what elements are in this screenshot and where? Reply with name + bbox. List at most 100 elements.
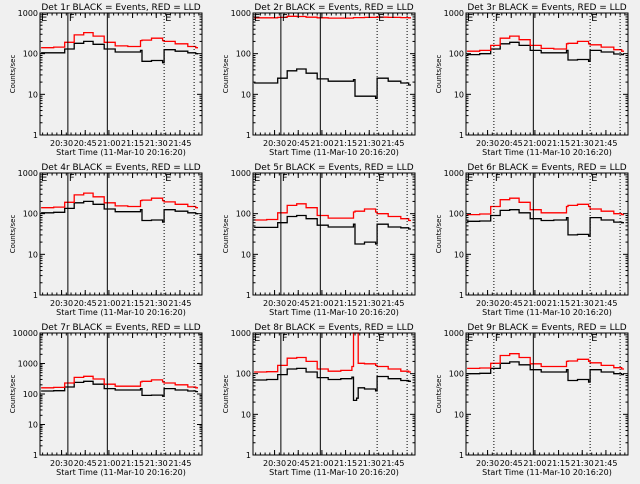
y-tick-label: 1	[459, 451, 464, 460]
y-axis-label: Counts/sec	[435, 375, 443, 414]
x-tick-label: 21:00	[310, 299, 333, 308]
x-axis-label: Start Time (11-Mar-10 20:16:20)	[269, 148, 399, 157]
series-line-lld	[467, 197, 624, 216]
y-axis-label: Counts/sec	[222, 215, 230, 254]
y-tick-label: 1000	[18, 9, 38, 18]
y-tick-label: 1	[33, 451, 38, 460]
marker-label: F	[495, 13, 501, 24]
chart-title: Det 4r BLACK = Events, RED = LLD	[41, 163, 200, 173]
y-tick-label: 1000	[444, 9, 464, 18]
chart-panel-3: Det 3r BLACK = Events, RED = LLD F E E 1 10 10…	[426, 0, 639, 160]
series-line-events	[254, 214, 411, 245]
x-tick-label: 20:45	[500, 459, 523, 468]
x-tick-label: 20:30	[263, 299, 286, 308]
chart-panel-5: Det 5r BLACK = Events, RED = LLD F E E 1 10 10…	[213, 160, 426, 320]
y-tick-label: 10	[241, 250, 251, 259]
x-tick-label: 21:45	[168, 139, 191, 148]
x-tick-label: 20:45	[500, 139, 523, 148]
series-line-events	[254, 68, 411, 99]
x-tick-label: 20:45	[74, 459, 97, 468]
chart-panel-4: Det 4r BLACK = Events, RED = LLD F E E 1 10 10…	[0, 160, 213, 320]
chart-title: Det 2r BLACK = Events, RED = LLD	[254, 3, 413, 13]
marker-label: E	[378, 173, 384, 184]
x-tick-label: 21:45	[168, 299, 191, 308]
marker-label: E	[378, 333, 384, 344]
y-tick-label: 100	[236, 370, 251, 379]
x-tick-label: 20:30	[476, 459, 499, 468]
x-tick-label: 20:45	[287, 459, 310, 468]
y-tick-label: 100	[236, 50, 251, 59]
x-tick-label: 21:45	[381, 459, 404, 468]
marker-label: E	[467, 333, 473, 344]
x-tick-label: 21:00	[97, 299, 120, 308]
x-tick-label: 21:30	[571, 139, 594, 148]
plot-frame	[465, 172, 629, 296]
series-line-events	[467, 209, 624, 237]
marker-label: E	[165, 13, 171, 24]
marker-label: F	[282, 173, 288, 184]
marker-label: E	[591, 333, 597, 344]
x-axis-label: Start Time (11-Mar-10 20:16:20)	[482, 308, 612, 317]
x-tick-label: 21:30	[571, 459, 594, 468]
y-tick-label: 1000	[231, 329, 251, 338]
series-line-events	[41, 40, 198, 64]
y-tick-label: 1	[246, 451, 251, 460]
x-tick-label: 20:30	[476, 299, 499, 308]
y-axis-label: Counts/sec	[222, 55, 230, 94]
chart-title: Det 1r BLACK = Events, RED = LLD	[41, 3, 200, 13]
x-tick-label: 21:15	[547, 139, 570, 148]
marker-label: F	[69, 13, 75, 24]
chart-panel-7: Det 7r BLACK = Events, RED = LLD 1 10 100 10…	[0, 320, 213, 480]
x-axis-label: Start Time (11-Mar-10 20:16:20)	[56, 468, 186, 477]
x-tick-label: 21:15	[121, 299, 144, 308]
y-axis-label: Counts/sec	[435, 55, 443, 94]
chart-title: Det 9r BLACK = Events, RED = LLD	[467, 323, 626, 333]
marker-label: E	[591, 13, 597, 24]
x-tick-label: 21:15	[547, 459, 570, 468]
x-tick-label: 21:00	[97, 139, 120, 148]
marker-label: E	[41, 173, 47, 184]
x-tick-label: 21:45	[381, 299, 404, 308]
y-tick-label: 1000	[444, 169, 464, 178]
x-axis-label: Start Time (11-Mar-10 20:16:20)	[56, 308, 186, 317]
x-axis-label: Start Time (11-Mar-10 20:16:20)	[482, 468, 612, 477]
x-tick-label: 21:30	[571, 299, 594, 308]
x-tick-label: 21:00	[523, 459, 546, 468]
marker-label: F	[495, 173, 501, 184]
chart-panel-1: Det 1r BLACK = Events, RED = LLD F E E 1 10 10…	[0, 0, 213, 160]
x-tick-label: 20:45	[74, 299, 97, 308]
plot-frame	[252, 172, 416, 296]
y-tick-label: 100	[236, 210, 251, 219]
series-line-lld	[41, 375, 198, 389]
y-tick-label: 10	[454, 410, 464, 419]
x-axis-label: Start Time (11-Mar-10 20:16:20)	[56, 148, 186, 157]
y-tick-label: 100	[449, 370, 464, 379]
plot-frame	[252, 332, 416, 456]
x-tick-label: 21:15	[334, 459, 357, 468]
chart-title: Det 8r BLACK = Events, RED = LLD	[254, 323, 413, 333]
y-tick-label: 100	[23, 50, 38, 59]
marker-label: E	[467, 173, 473, 184]
x-tick-label: 20:30	[50, 299, 73, 308]
chart-panel-2: Det 2r BLACK = Events, RED = LLD F E E 1 10 10…	[213, 0, 426, 160]
x-tick-label: 20:45	[74, 139, 97, 148]
x-tick-label: 21:30	[145, 459, 168, 468]
x-tick-label: 20:30	[50, 459, 73, 468]
chart-title: Det 7r BLACK = Events, RED = LLD	[41, 323, 200, 333]
y-axis-label: Counts/sec	[9, 215, 17, 254]
y-tick-label: 10	[454, 250, 464, 259]
series-line-lld	[254, 15, 411, 19]
x-tick-label: 20:45	[500, 299, 523, 308]
x-tick-label: 21:15	[547, 299, 570, 308]
y-tick-label: 10	[241, 90, 251, 99]
x-tick-label: 21:30	[145, 139, 168, 148]
y-tick-label: 1	[33, 131, 38, 140]
plot-frame	[39, 332, 203, 456]
y-tick-label: 1	[459, 131, 464, 140]
chart-title: Det 5r BLACK = Events, RED = LLD	[254, 163, 413, 173]
